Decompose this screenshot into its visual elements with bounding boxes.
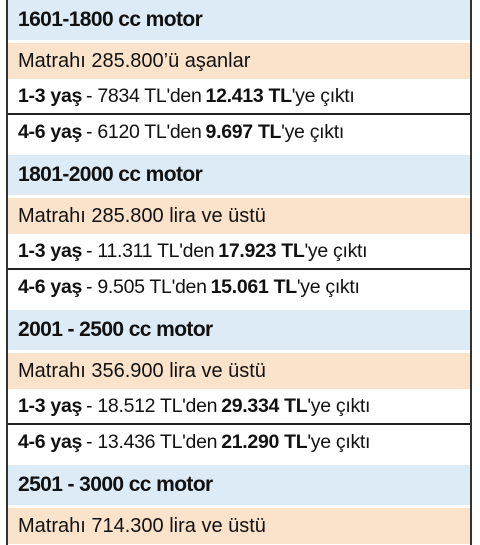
section-title: 1801-2000 cc motor	[8, 155, 470, 195]
age-range: 4-6 yaş	[18, 121, 83, 143]
new-price: 15.061 TL	[210, 276, 297, 298]
section-note: Matrahı 285.800 lira ve üstü	[8, 198, 470, 234]
price-row: 4-6 yaş - 13.436 TL'den 21.290 TL'ye çıktı	[8, 423, 470, 459]
new-price: 21.290 TL	[221, 431, 308, 453]
price-row: 1-3 yaş - 18.512 TL'den 29.334 TL'ye çıktı	[8, 389, 470, 423]
suffix: 'ye çıktı	[291, 85, 355, 107]
section: 2501 - 3000 cc motor Matrahı 714.300 lira…	[8, 465, 470, 544]
age-range: 4-6 yaş	[18, 431, 83, 453]
age-range: 1-3 yaş	[18, 395, 83, 417]
section: 1601-1800 cc motor Matrahı 285.800’ü aşan…	[8, 0, 470, 149]
old-price: - 7834 TL'den	[86, 85, 202, 107]
age-range: 1-3 yaş	[18, 240, 83, 262]
section: 2001 - 2500 cc motor Matrahı 356.900 lira…	[8, 310, 470, 459]
section-title: 2001 - 2500 cc motor	[8, 310, 470, 350]
price-row: 1-3 yaş - 11.311 TL'den 17.923 TL'ye çıktı	[8, 234, 470, 268]
old-price: - 11.311 TL'den	[86, 240, 215, 262]
suffix: 'ye çıktı	[296, 276, 360, 298]
price-row: 4-6 yaş - 9.505 TL'den 15.061 TL'ye çıktı	[8, 268, 470, 304]
suffix: 'ye çıktı	[281, 121, 344, 143]
section-note: Matrahı 285.800’ü aşanlar	[8, 43, 470, 79]
age-range: 4-6 yaş	[18, 276, 83, 298]
age-range: 1-3 yaş	[18, 85, 83, 107]
section-note: Matrahı 714.300 lira ve üstü	[8, 508, 470, 544]
section: 1801-2000 cc motor Matrahı 285.800 lira v…	[8, 155, 470, 304]
section-title: 1601-1800 cc motor	[8, 0, 470, 40]
old-price: - 18.512 TL'den	[86, 395, 218, 417]
old-price: - 9.505 TL'den	[86, 276, 207, 298]
old-price: - 6120 TL'den	[86, 121, 202, 143]
old-price: - 13.436 TL'den	[86, 431, 218, 453]
new-price: 9.697 TL	[205, 121, 282, 143]
section-title: 2501 - 3000 cc motor	[8, 465, 470, 505]
new-price: 29.334 TL	[221, 395, 308, 417]
section-note: Matrahı 356.900 lira ve üstü	[8, 353, 470, 389]
price-row: 4-6 yaş - 6120 TL'den 9.697 TL'ye çıktı	[8, 113, 470, 149]
suffix: 'ye çıktı	[307, 395, 371, 417]
table: 1601-1800 cc motor Matrahı 285.800’ü aşan…	[6, 0, 472, 545]
price-row: 1-3 yaş - 7834 TL'den 12.413 TL'ye çıktı	[8, 79, 470, 113]
suffix: 'ye çıktı	[307, 431, 371, 453]
new-price: 17.923 TL	[218, 240, 305, 262]
new-price: 12.413 TL	[205, 85, 292, 107]
suffix: 'ye çıktı	[304, 240, 368, 262]
